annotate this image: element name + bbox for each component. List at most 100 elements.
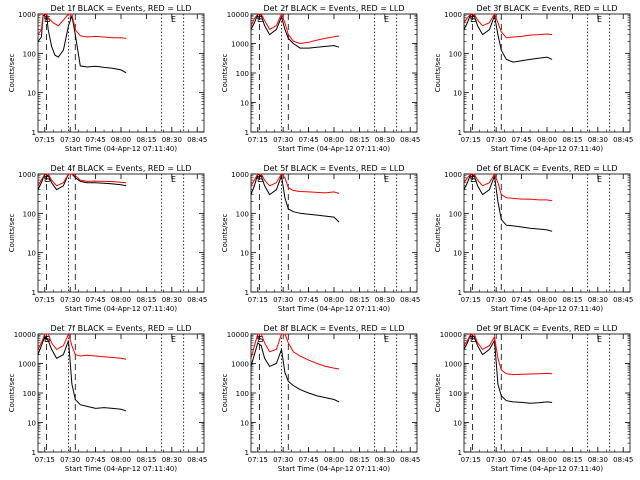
x-tick-label: 07:45 — [85, 136, 105, 144]
series-lld — [250, 173, 340, 194]
y-axis-label: Counts/sec — [221, 374, 229, 413]
y-tick-label: 10000 — [227, 11, 249, 19]
x-tick-label: 07:15 — [248, 136, 268, 144]
marker-label: S — [472, 335, 477, 344]
y-axis-label: Counts/sec — [434, 54, 442, 93]
x-tick-label: 08:45 — [613, 296, 633, 304]
series-lld — [37, 13, 127, 39]
marker-label: E — [597, 15, 602, 24]
x-tick-label: 07:30 — [486, 296, 506, 304]
y-tick-label: 100 — [236, 210, 249, 218]
marker-label: E — [470, 175, 475, 184]
x-tick-label: 07:30 — [486, 456, 506, 464]
chart-title: Det 7f BLACK = Events, RED = LLD — [50, 324, 191, 333]
marker-label: S — [472, 175, 477, 184]
x-tick-label: 07:15 — [461, 296, 481, 304]
series-lld — [463, 172, 553, 202]
x-tick-label: 07:15 — [461, 136, 481, 144]
x-tick-label: 08:15 — [136, 296, 156, 304]
x-tick-label: 07:30 — [273, 296, 293, 304]
panel-det-6: Det 6f BLACK = Events, RED = LLD 1 10 100 10… — [434, 164, 633, 313]
x-axis-label: Start Time (04-Apr-12 07:11:40) — [278, 305, 390, 313]
y-tick-label: 10 — [27, 420, 36, 428]
x-tick-label: 08:45 — [187, 136, 207, 144]
plot-frame — [37, 13, 205, 133]
y-axis-label: Counts/sec — [8, 54, 16, 93]
x-tick-label: 08:45 — [400, 136, 420, 144]
x-tick-label: 08:15 — [562, 296, 582, 304]
x-tick-label: 08:00 — [324, 296, 344, 304]
y-axis-label: Counts/sec — [8, 214, 16, 253]
marker-label: E — [597, 175, 602, 184]
x-tick-label: 08:30 — [588, 456, 608, 464]
chart-title: Det 2f BLACK = Events, RED = LLD — [263, 4, 404, 13]
x-tick-label: 08:45 — [187, 296, 207, 304]
x-tick-label: 08:00 — [111, 296, 131, 304]
y-tick-label: 100 — [236, 70, 249, 78]
plot-frame — [463, 333, 631, 453]
x-tick-label: 08:15 — [136, 456, 156, 464]
y-tick-label: 1000 — [231, 41, 249, 49]
y-axis-label: Counts/sec — [8, 374, 16, 413]
y-tick-label: 10 — [240, 420, 249, 428]
y-tick-label: 100 — [23, 50, 36, 58]
marker-label: E — [470, 15, 475, 24]
marker-label: E — [384, 335, 389, 344]
y-tick-label: 1 — [245, 129, 249, 137]
series-events — [250, 13, 340, 49]
plot-frame — [463, 173, 631, 293]
marker-label: S — [46, 175, 51, 184]
x-tick-label: 07:30 — [60, 296, 80, 304]
marker-label: E — [597, 335, 602, 344]
x-tick-label: 07:30 — [486, 136, 506, 144]
x-axis-label: Start Time (04-Apr-12 07:11:40) — [65, 145, 177, 153]
x-tick-label: 08:30 — [375, 296, 395, 304]
x-tick-label: 08:30 — [588, 296, 608, 304]
y-tick-label: 100 — [236, 390, 249, 398]
y-tick-label: 1 — [245, 449, 249, 457]
marker-label: E — [44, 15, 49, 24]
series-lld — [250, 12, 340, 45]
panel-det-9: Det 9f BLACK = Events, RED = LLD 1 10 100 10… — [434, 324, 633, 473]
plot-frame — [250, 333, 418, 453]
x-axis-label: Start Time (04-Apr-12 07:11:40) — [491, 145, 603, 153]
x-tick-label: 07:45 — [511, 296, 531, 304]
x-tick-label: 07:30 — [273, 136, 293, 144]
x-tick-label: 07:45 — [298, 456, 318, 464]
chart-title: Det 8f BLACK = Events, RED = LLD — [263, 324, 404, 333]
y-tick-label: 1 — [458, 289, 462, 297]
panel-det-2: Det 2f BLACK = Events, RED = LLD 1 10 100 10… — [221, 4, 420, 153]
y-tick-label: 1 — [32, 129, 36, 137]
y-tick-label: 10 — [27, 90, 36, 98]
plot-frame — [37, 173, 205, 293]
y-tick-label: 10000 — [227, 331, 249, 339]
y-tick-label: 10 — [453, 90, 462, 98]
panel-det-8: Det 8f BLACK = Events, RED = LLD 1 10 100 10… — [221, 324, 420, 473]
y-tick-label: 10 — [240, 250, 249, 258]
marker-label: E — [257, 15, 262, 24]
panel-det-1: Det 1f BLACK = Events, RED = LLD 1 10 100 10… — [8, 4, 207, 153]
y-tick-label: 1000 — [18, 361, 36, 369]
x-tick-label: 07:45 — [298, 296, 318, 304]
marker-label: S — [259, 15, 264, 24]
x-axis-label: Start Time (04-Apr-12 07:11:40) — [278, 145, 390, 153]
y-axis-label: Counts/sec — [221, 214, 229, 253]
y-tick-label: 1000 — [444, 11, 462, 19]
x-tick-label: 08:45 — [187, 456, 207, 464]
y-tick-label: 100 — [449, 390, 462, 398]
x-tick-label: 07:45 — [511, 136, 531, 144]
y-tick-label: 1000 — [444, 361, 462, 369]
plot-frame — [250, 13, 418, 133]
x-tick-label: 08:00 — [537, 136, 557, 144]
chart-title: Det 6f BLACK = Events, RED = LLD — [476, 164, 617, 173]
x-axis-label: Start Time (04-Apr-12 07:11:40) — [65, 465, 177, 473]
marker-label: E — [470, 335, 475, 344]
y-tick-label: 100 — [449, 210, 462, 218]
x-tick-label: 08:15 — [349, 456, 369, 464]
y-tick-label: 1000 — [231, 171, 249, 179]
series-lld — [37, 173, 127, 187]
x-tick-label: 07:45 — [298, 136, 318, 144]
x-tick-label: 08:15 — [562, 456, 582, 464]
x-tick-label: 07:30 — [273, 456, 293, 464]
panel-det-5: Det 5f BLACK = Events, RED = LLD 1 10 100 10… — [221, 164, 420, 313]
